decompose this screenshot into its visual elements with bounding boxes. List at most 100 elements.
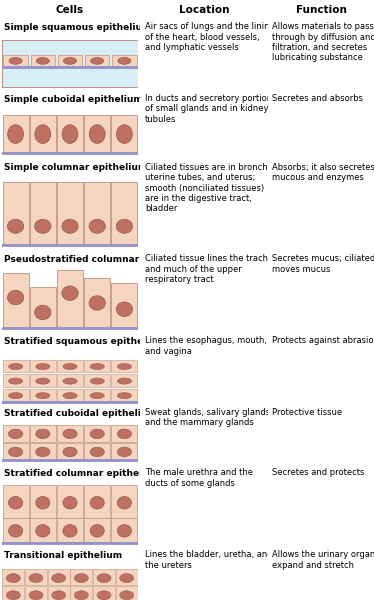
Ellipse shape <box>36 524 50 537</box>
Ellipse shape <box>118 58 131 64</box>
Ellipse shape <box>89 125 105 143</box>
Text: Secretes mucus; ciliated tissue
moves mucus: Secretes mucus; ciliated tissue moves mu… <box>272 254 374 274</box>
Text: Lines the esophagus, mouth,
and vagina: Lines the esophagus, mouth, and vagina <box>145 336 267 356</box>
Ellipse shape <box>63 429 77 439</box>
Bar <box>30 485 56 518</box>
Bar <box>57 374 83 386</box>
Ellipse shape <box>90 429 104 439</box>
Bar <box>84 115 110 153</box>
Bar <box>84 278 110 328</box>
Ellipse shape <box>63 447 77 457</box>
Bar <box>57 182 83 245</box>
Text: Air sacs of lungs and the lining
of the heart, blood vessels,
and lymphatic vess: Air sacs of lungs and the lining of the … <box>145 22 275 52</box>
Ellipse shape <box>7 219 24 233</box>
Bar <box>84 374 110 386</box>
Ellipse shape <box>62 286 78 301</box>
Ellipse shape <box>120 574 134 583</box>
Text: Pseudostratified columnar epithelium: Pseudostratified columnar epithelium <box>4 254 197 263</box>
Ellipse shape <box>90 497 104 509</box>
Ellipse shape <box>117 524 132 537</box>
Text: Secretes and protects: Secretes and protects <box>272 469 365 478</box>
Bar <box>3 272 28 328</box>
Bar <box>3 425 28 442</box>
Bar <box>57 425 83 442</box>
Ellipse shape <box>90 364 104 370</box>
Text: Sweat glands, salivary glands,
and the mammary glands: Sweat glands, salivary glands, and the m… <box>145 408 273 427</box>
Ellipse shape <box>89 219 105 233</box>
Ellipse shape <box>117 364 132 370</box>
Bar <box>30 360 56 372</box>
Ellipse shape <box>91 58 104 64</box>
Bar <box>2 586 24 600</box>
Ellipse shape <box>117 378 132 384</box>
Text: Ciliated tissues are in bronchi,
uterine tubes, and uterus;
smooth (nonciliated : Ciliated tissues are in bronchi, uterine… <box>145 163 273 214</box>
Ellipse shape <box>9 364 23 370</box>
Ellipse shape <box>117 497 132 509</box>
Ellipse shape <box>97 574 111 583</box>
Text: The male urethra and the
ducts of some glands: The male urethra and the ducts of some g… <box>145 469 253 488</box>
Ellipse shape <box>52 591 66 599</box>
Ellipse shape <box>36 378 50 384</box>
Bar <box>58 55 82 67</box>
Ellipse shape <box>9 447 23 457</box>
Bar <box>30 425 56 442</box>
Bar <box>48 586 70 600</box>
Text: Transitional epithelium: Transitional epithelium <box>4 551 122 559</box>
Bar <box>30 374 56 386</box>
Bar <box>111 518 137 544</box>
Bar <box>111 115 137 153</box>
Bar <box>84 360 110 372</box>
Bar <box>30 287 56 328</box>
Text: In ducts and secretory portions
of small glands and in kidney
tubules: In ducts and secretory portions of small… <box>145 94 277 124</box>
Bar <box>111 425 137 442</box>
Ellipse shape <box>35 219 51 233</box>
Ellipse shape <box>63 497 77 509</box>
Ellipse shape <box>36 392 50 399</box>
Bar <box>57 115 83 153</box>
Text: Simple cuboidal epithelium: Simple cuboidal epithelium <box>4 94 143 103</box>
Ellipse shape <box>9 497 23 509</box>
Bar <box>70 569 92 586</box>
Bar <box>93 569 115 586</box>
Text: Simple columnar epithelium: Simple columnar epithelium <box>4 163 147 172</box>
Ellipse shape <box>62 125 78 143</box>
Bar <box>84 443 110 460</box>
Ellipse shape <box>62 219 78 233</box>
Text: Protective tissue: Protective tissue <box>272 408 342 417</box>
Bar <box>3 485 28 518</box>
Ellipse shape <box>36 364 50 370</box>
Bar <box>111 360 137 372</box>
Text: Allows materials to pass
through by diffusion and
filtration, and secretes
lubri: Allows materials to pass through by diff… <box>272 22 374 62</box>
Ellipse shape <box>52 574 66 583</box>
Ellipse shape <box>29 574 43 583</box>
Bar <box>84 518 110 544</box>
Text: Cells: Cells <box>56 5 84 15</box>
Ellipse shape <box>116 302 132 316</box>
Bar <box>30 443 56 460</box>
Text: Secretes and absorbs: Secretes and absorbs <box>272 94 363 103</box>
Bar <box>84 389 110 401</box>
Bar <box>3 115 28 153</box>
Text: Allows the urinary organs to
expand and stretch: Allows the urinary organs to expand and … <box>272 550 374 569</box>
Ellipse shape <box>36 58 49 64</box>
Bar <box>111 485 137 518</box>
Bar <box>111 182 137 245</box>
Ellipse shape <box>116 219 132 233</box>
Bar <box>3 360 28 372</box>
Ellipse shape <box>63 364 77 370</box>
Bar <box>57 360 83 372</box>
Ellipse shape <box>117 429 132 439</box>
Ellipse shape <box>74 591 88 599</box>
Text: Lines the bladder, uretha, and
the ureters: Lines the bladder, uretha, and the urete… <box>145 550 273 569</box>
Bar <box>116 586 138 600</box>
Ellipse shape <box>36 429 50 439</box>
Ellipse shape <box>36 497 50 509</box>
Ellipse shape <box>29 591 43 599</box>
Bar <box>57 443 83 460</box>
Text: Stratified squamous epithelium: Stratified squamous epithelium <box>4 337 166 346</box>
Bar <box>3 182 28 245</box>
Ellipse shape <box>7 125 24 143</box>
Text: Stratified cuboidal epithelium: Stratified cuboidal epithelium <box>4 409 157 418</box>
Ellipse shape <box>9 392 23 399</box>
Bar <box>3 55 28 67</box>
